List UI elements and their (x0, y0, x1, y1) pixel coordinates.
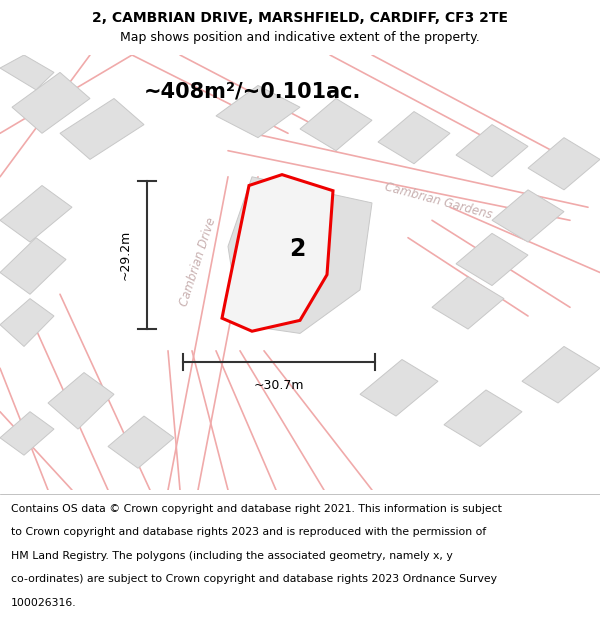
Polygon shape (0, 238, 66, 294)
Polygon shape (522, 346, 600, 403)
Polygon shape (444, 390, 522, 446)
Text: Cambrian Gardens: Cambrian Gardens (383, 180, 493, 221)
Polygon shape (432, 277, 504, 329)
Text: 2, CAMBRIAN DRIVE, MARSHFIELD, CARDIFF, CF3 2TE: 2, CAMBRIAN DRIVE, MARSHFIELD, CARDIFF, … (92, 11, 508, 25)
Polygon shape (378, 111, 450, 164)
Polygon shape (12, 72, 90, 133)
Polygon shape (48, 372, 114, 429)
Polygon shape (456, 233, 528, 286)
Text: 100026316.: 100026316. (11, 598, 76, 608)
Text: 2: 2 (290, 238, 306, 261)
Polygon shape (228, 177, 372, 333)
Polygon shape (222, 174, 333, 331)
Polygon shape (0, 412, 54, 455)
Polygon shape (528, 138, 600, 190)
Text: ~30.7m: ~30.7m (254, 379, 304, 392)
Polygon shape (0, 55, 54, 90)
Polygon shape (360, 359, 438, 416)
Text: to Crown copyright and database rights 2023 and is reproduced with the permissio: to Crown copyright and database rights 2… (11, 527, 486, 537)
Polygon shape (456, 124, 528, 177)
Text: Cambrian Drive: Cambrian Drive (178, 216, 218, 308)
Text: Map shows position and indicative extent of the property.: Map shows position and indicative extent… (120, 31, 480, 44)
Polygon shape (0, 186, 72, 242)
Polygon shape (300, 99, 372, 151)
Polygon shape (216, 86, 300, 138)
Polygon shape (108, 416, 174, 468)
Text: ~408m²/~0.101ac.: ~408m²/~0.101ac. (143, 81, 361, 101)
Polygon shape (60, 99, 144, 159)
Polygon shape (492, 190, 564, 242)
Text: co-ordinates) are subject to Crown copyright and database rights 2023 Ordnance S: co-ordinates) are subject to Crown copyr… (11, 574, 497, 584)
Text: HM Land Registry. The polygons (including the associated geometry, namely x, y: HM Land Registry. The polygons (includin… (11, 551, 452, 561)
Polygon shape (0, 299, 54, 346)
Text: ~29.2m: ~29.2m (119, 230, 132, 280)
Text: Contains OS data © Crown copyright and database right 2021. This information is : Contains OS data © Crown copyright and d… (11, 504, 502, 514)
